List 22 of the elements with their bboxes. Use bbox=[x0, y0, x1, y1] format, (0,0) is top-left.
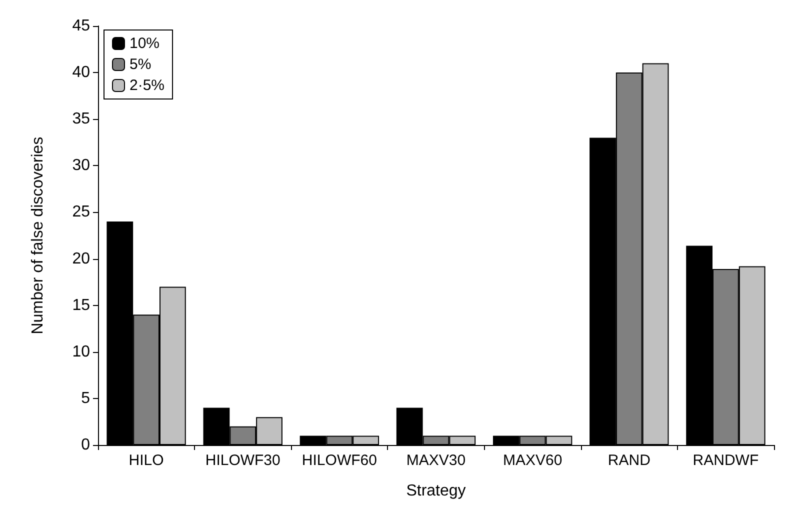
x-tick-label: HILOWF60 bbox=[302, 452, 377, 469]
x-axis-title: Strategy bbox=[406, 482, 466, 500]
legend-label: 2·5% bbox=[130, 77, 165, 94]
x-tick-label: HILOWF30 bbox=[205, 452, 280, 469]
y-tick-label: 10 bbox=[72, 343, 90, 360]
x-tick-label: MAXV30 bbox=[406, 452, 466, 469]
y-tick-label: 20 bbox=[72, 250, 90, 268]
x-tick-label: RAND bbox=[608, 452, 651, 469]
legend-label: 5% bbox=[130, 56, 152, 73]
x-tick-label: MAXV60 bbox=[502, 452, 562, 469]
y-axis-title: Number of false discoveries bbox=[30, 136, 46, 334]
y-tick-label: 0 bbox=[81, 436, 90, 454]
legend-label: 10% bbox=[130, 35, 160, 52]
y-tick-label: 15 bbox=[72, 296, 90, 314]
y-tick-label: 30 bbox=[72, 157, 90, 174]
y-tick-label: 35 bbox=[72, 110, 90, 128]
y-tick-label: 25 bbox=[72, 204, 90, 221]
y-tick-label: 5 bbox=[81, 390, 90, 407]
x-tick-label: HILO bbox=[128, 452, 164, 469]
y-tick-label: 40 bbox=[72, 64, 90, 82]
y-tick-label: 45 bbox=[72, 18, 90, 34]
x-tick-label: RANDWF bbox=[692, 452, 759, 469]
